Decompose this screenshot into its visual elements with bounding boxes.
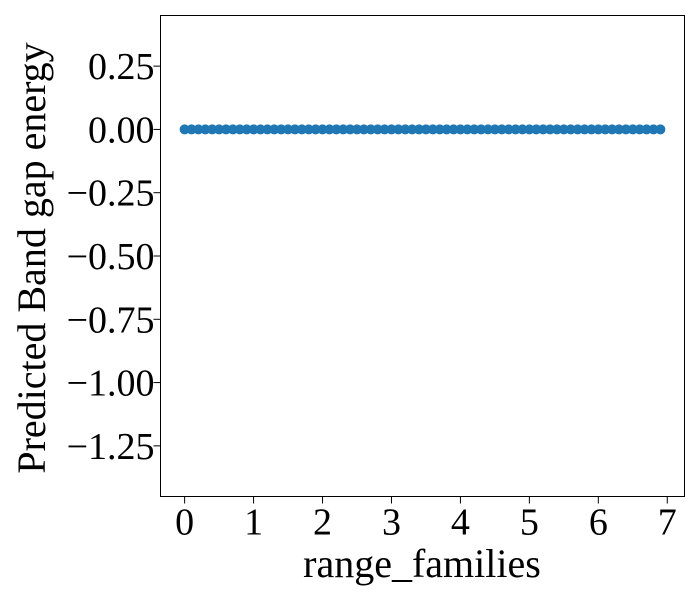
x-tick-label: 2	[313, 502, 332, 544]
data-point	[572, 124, 583, 135]
data-point	[200, 124, 211, 135]
y-tick-label: −1.00	[67, 363, 155, 405]
data-point	[269, 124, 280, 135]
data-point	[614, 124, 624, 135]
data-point	[324, 124, 335, 135]
data-point	[483, 124, 493, 135]
data-point	[655, 124, 666, 135]
data-points	[179, 124, 666, 135]
data-point	[496, 124, 507, 135]
data-point	[283, 124, 294, 135]
y-axis-label: Predicted Band gap energy	[9, 42, 54, 473]
data-point	[255, 124, 266, 135]
data-point	[627, 124, 638, 135]
data-point	[289, 124, 300, 135]
data-point	[393, 124, 404, 135]
data-point	[517, 124, 528, 135]
plot-area-frame	[160, 15, 685, 497]
data-point	[469, 124, 480, 135]
data-point	[207, 124, 218, 135]
data-point	[510, 124, 521, 135]
data-point	[352, 124, 362, 135]
x-tick-label: 1	[244, 502, 263, 544]
data-point	[345, 124, 356, 135]
data-point	[234, 124, 245, 135]
x-axis-ticks: 0 1 2 3 4 5 6 7	[175, 496, 677, 544]
y-axis-ticks: 0.25 0.00 −0.25 −0.50 −0.75 −1.00 −1.25	[67, 46, 161, 468]
data-point	[489, 124, 500, 135]
data-point	[607, 124, 618, 135]
data-point	[262, 124, 273, 135]
x-tick-label: 6	[589, 502, 608, 544]
data-point	[379, 124, 390, 135]
data-point	[600, 124, 611, 135]
data-point	[462, 124, 473, 135]
data-point	[448, 124, 459, 135]
data-point	[221, 124, 231, 135]
y-tick-label: −0.25	[67, 173, 155, 215]
data-point	[303, 124, 314, 135]
data-point	[420, 124, 431, 135]
x-tick-label: 0	[175, 502, 194, 544]
data-point	[310, 124, 321, 135]
data-point	[565, 124, 576, 135]
data-point	[503, 124, 514, 135]
data-point	[227, 124, 238, 135]
data-point	[441, 124, 452, 135]
x-tick-label: 7	[658, 502, 677, 544]
data-point	[179, 124, 190, 135]
data-point	[476, 124, 487, 135]
data-point	[193, 124, 204, 135]
data-point	[372, 124, 383, 135]
data-point	[648, 124, 659, 135]
data-point	[586, 124, 597, 135]
data-point	[641, 124, 652, 135]
data-point	[358, 124, 369, 135]
data-point	[338, 124, 349, 135]
data-point	[427, 124, 438, 135]
data-point	[296, 124, 307, 135]
data-point	[248, 124, 259, 135]
y-tick-label: 0.25	[88, 46, 155, 88]
data-point	[241, 124, 252, 135]
x-tick-label: 4	[451, 502, 470, 544]
data-point	[386, 124, 397, 135]
data-point	[531, 124, 542, 135]
x-axis-label: range_families	[303, 541, 541, 586]
y-tick-label: −1.25	[67, 426, 155, 468]
x-tick-label: 3	[382, 502, 401, 544]
data-point	[551, 124, 562, 135]
y-tick-label: −0.50	[67, 236, 155, 278]
data-point	[524, 124, 535, 135]
data-point	[407, 124, 418, 135]
data-point	[593, 124, 604, 135]
data-point	[414, 124, 425, 135]
data-point	[620, 124, 631, 135]
data-point	[455, 124, 466, 135]
data-point	[579, 124, 590, 135]
data-point	[434, 124, 445, 135]
data-point	[545, 124, 556, 135]
data-point	[276, 124, 287, 135]
data-point	[634, 124, 645, 135]
data-point	[317, 124, 328, 135]
data-point	[365, 124, 376, 135]
data-point	[558, 124, 569, 135]
y-tick-label: −0.75	[67, 299, 155, 341]
data-point	[538, 124, 549, 135]
data-point	[400, 124, 411, 135]
data-point	[186, 124, 197, 135]
y-tick-label: 0.00	[88, 109, 155, 151]
data-point	[331, 124, 342, 135]
x-tick-label: 5	[520, 502, 539, 544]
data-point	[214, 124, 225, 135]
